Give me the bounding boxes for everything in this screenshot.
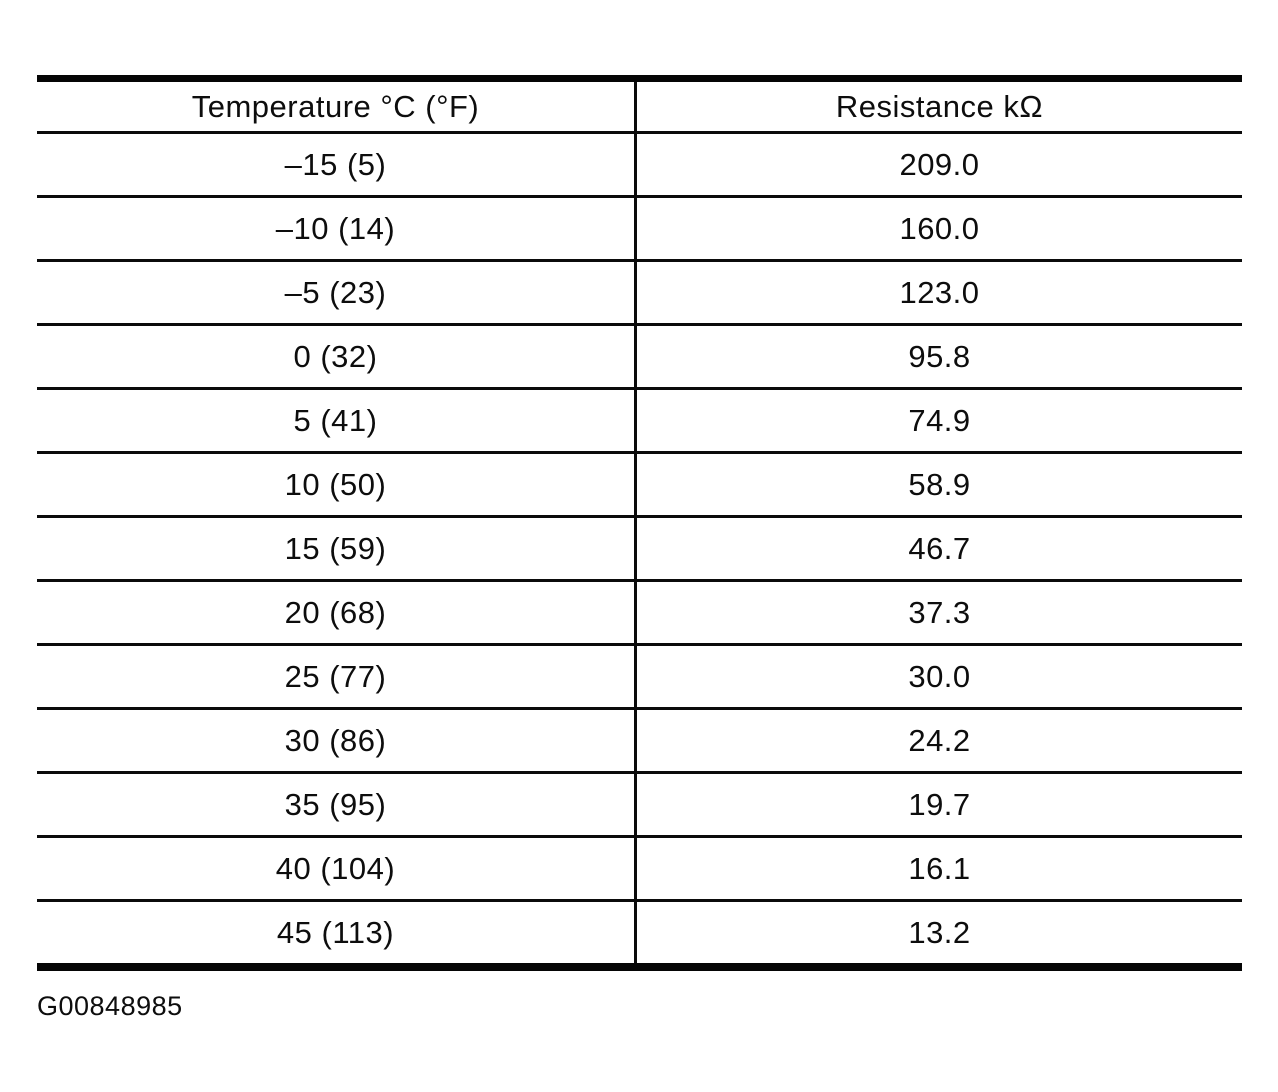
resistance-cell: 95.8 xyxy=(908,338,971,374)
table-row: 10 (50) 58.9 xyxy=(37,454,1242,518)
resistance-cell: 30.0 xyxy=(908,658,971,694)
table-row: –5 (23) 123.0 xyxy=(37,262,1242,326)
temperature-cell: 45 (113) xyxy=(37,902,637,963)
resistance-cell: 160.0 xyxy=(899,210,980,246)
resistance-cell: 123.0 xyxy=(899,274,980,310)
resistance-cell: 13.2 xyxy=(908,914,971,950)
resistance-cell: 16.1 xyxy=(908,850,971,886)
temperature-cell: 0 (32) xyxy=(37,326,637,387)
table-row: –10 (14) 160.0 xyxy=(37,198,1242,262)
table-row: 25 (77) 30.0 xyxy=(37,646,1242,710)
resistance-cell: 19.7 xyxy=(908,786,971,822)
resistance-cell: 209.0 xyxy=(899,146,980,182)
table-row: –15 (5) 209.0 xyxy=(37,134,1242,198)
resistance-cell: 58.9 xyxy=(908,466,971,502)
temperature-cell: 25 (77) xyxy=(37,646,637,707)
table-row: 20 (68) 37.3 xyxy=(37,582,1242,646)
temperature-cell: 10 (50) xyxy=(37,454,637,515)
column-header-temperature: Temperature °C (°F) xyxy=(37,82,637,131)
table-body: –15 (5) 209.0 –10 (14) 160.0 –5 (23) 123.0 0 (… xyxy=(37,134,1242,963)
table-row: 45 (113) 13.2 xyxy=(37,902,1242,963)
resistance-cell: 74.9 xyxy=(908,402,971,438)
table-row: 15 (59) 46.7 xyxy=(37,518,1242,582)
column-header-resistance: Resistance kΩ xyxy=(835,88,1044,124)
temperature-cell: 5 (41) xyxy=(37,390,637,451)
temperature-cell: 15 (59) xyxy=(37,518,637,579)
temperature-cell: 20 (68) xyxy=(37,582,637,643)
temperature-cell: –5 (23) xyxy=(37,262,637,323)
temperature-cell: 35 (95) xyxy=(37,774,637,835)
resistance-cell: 37.3 xyxy=(908,594,971,630)
table-row: 35 (95) 19.7 xyxy=(37,774,1242,838)
temperature-resistance-table: Temperature °C (°F) Resistance kΩ –15 (5… xyxy=(37,75,1242,971)
table-row: 40 (104) 16.1 xyxy=(37,838,1242,902)
temperature-cell: 30 (86) xyxy=(37,710,637,771)
resistance-cell: 24.2 xyxy=(908,722,971,758)
table-row: 0 (32) 95.8 xyxy=(37,326,1242,390)
table-row: 30 (86) 24.2 xyxy=(37,710,1242,774)
temperature-cell: –15 (5) xyxy=(37,134,637,195)
figure-id-label: G00848985 xyxy=(37,991,183,1021)
resistance-cell: 46.7 xyxy=(908,530,971,566)
table-header-row: Temperature °C (°F) Resistance kΩ xyxy=(37,82,1242,134)
temperature-cell: –10 (14) xyxy=(37,198,637,259)
table-row: 5 (41) 74.9 xyxy=(37,390,1242,454)
temperature-cell: 40 (104) xyxy=(37,838,637,899)
